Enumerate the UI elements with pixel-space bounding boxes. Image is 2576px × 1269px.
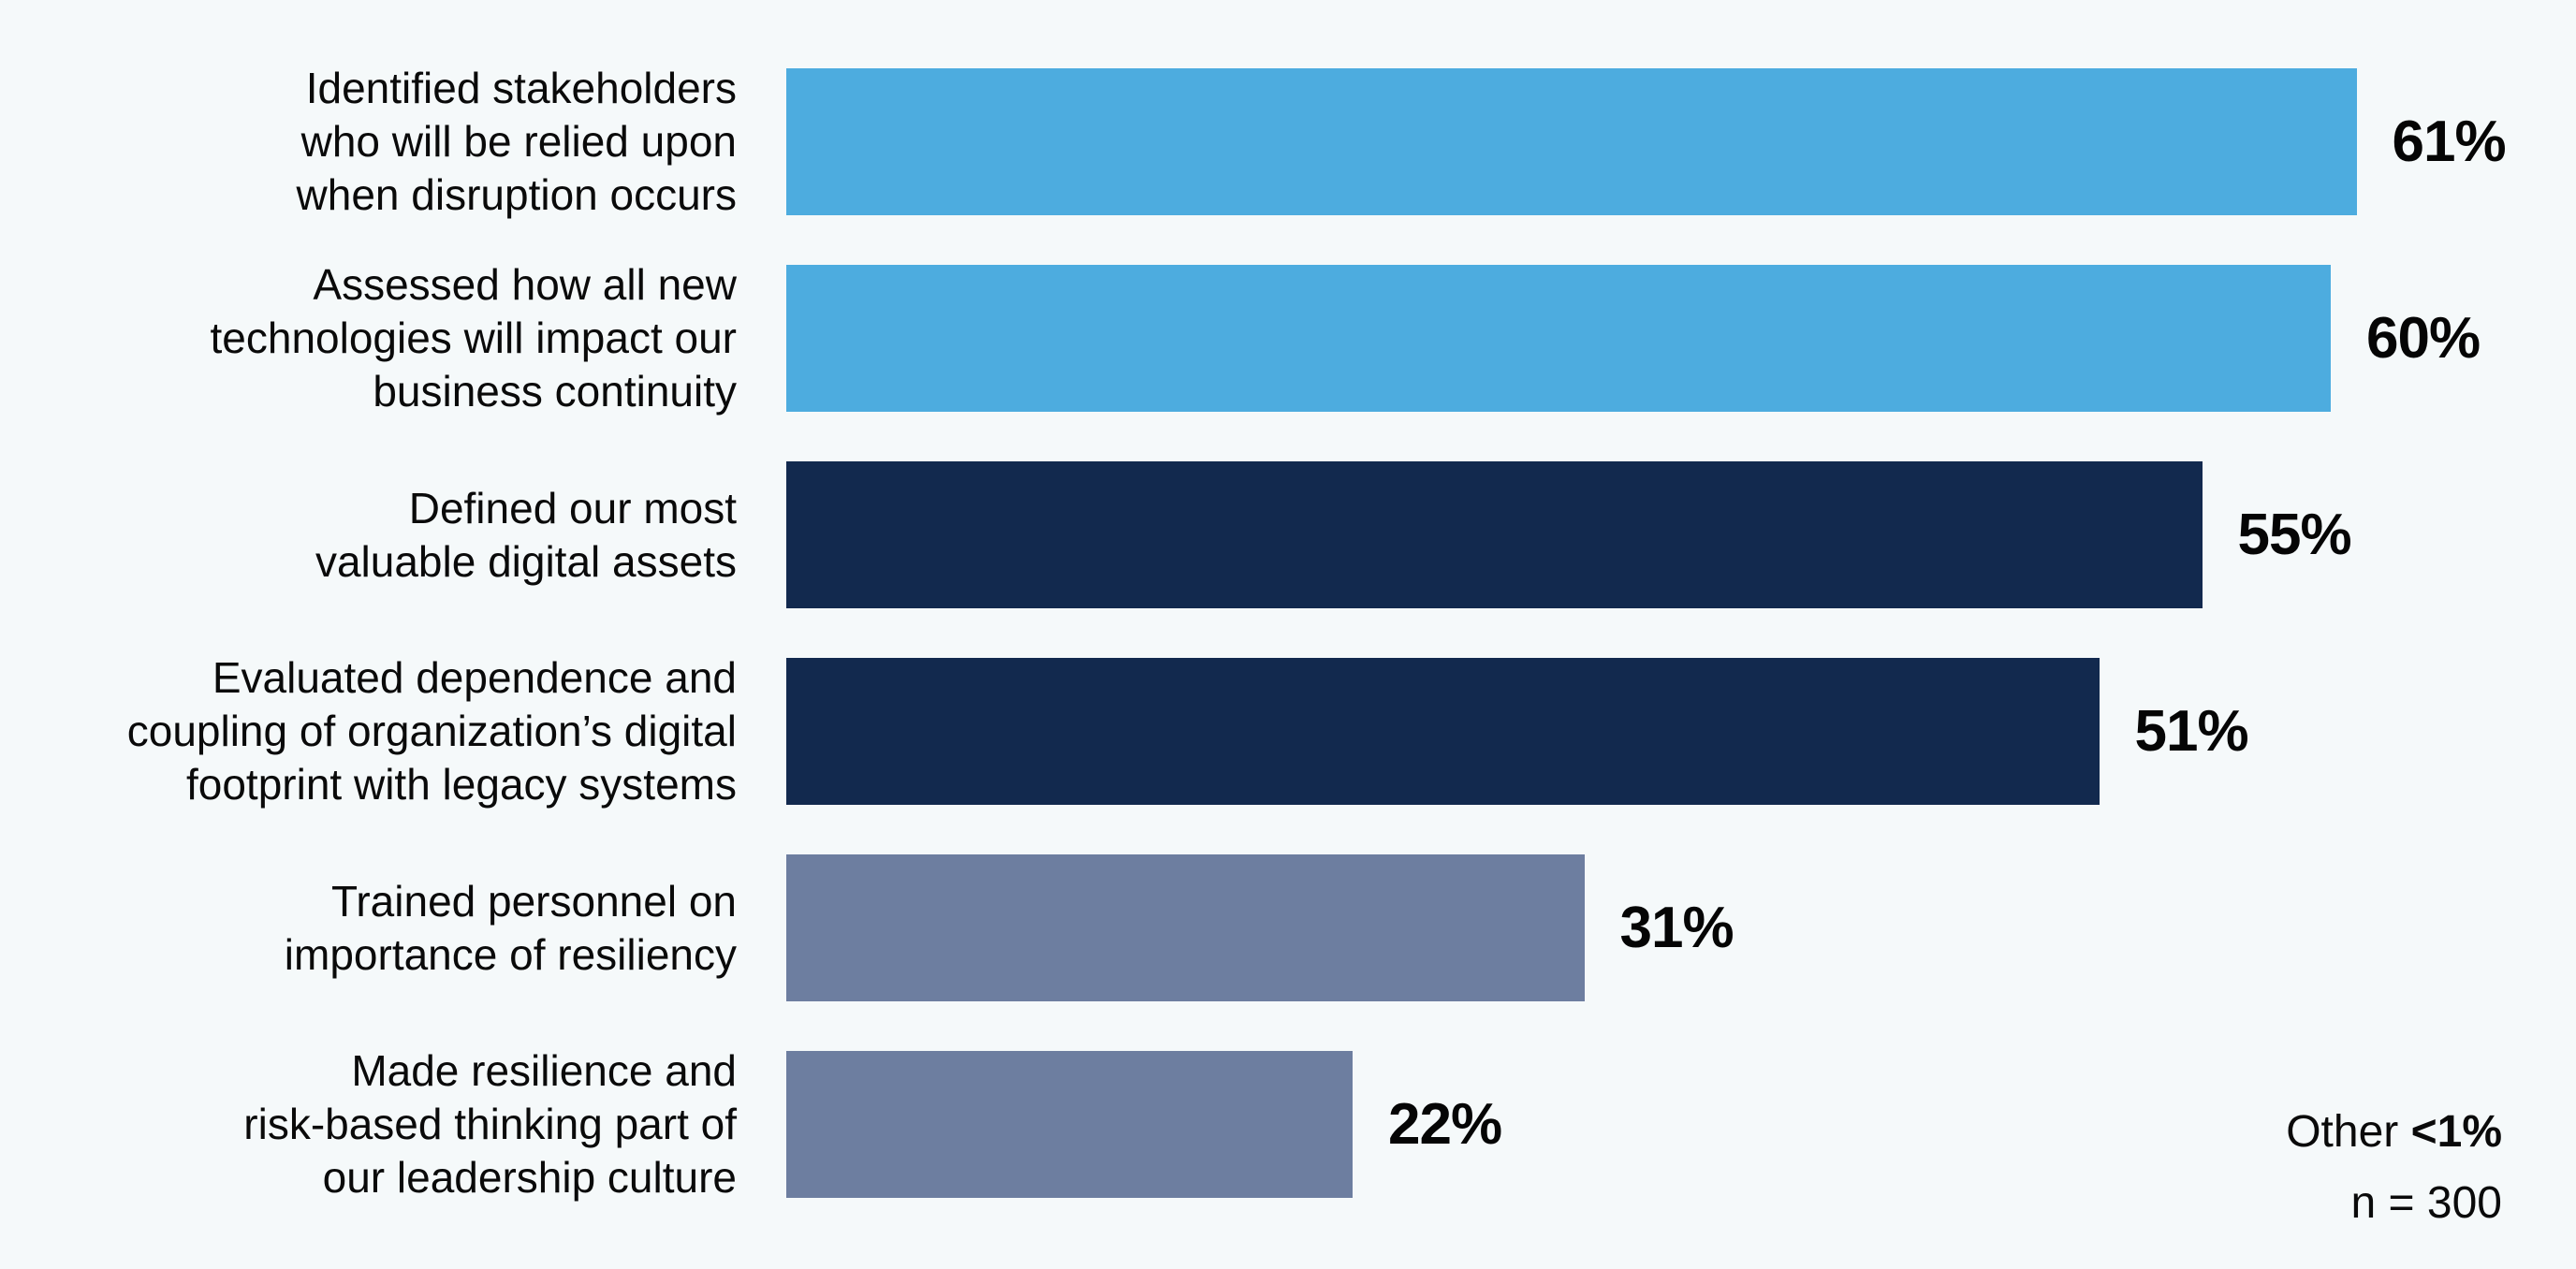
bar	[786, 461, 2203, 608]
category-label: Evaluated dependence and coupling of org…	[126, 653, 737, 809]
footnote-other: Other <1%	[2286, 1097, 2502, 1168]
value-label: 51%	[2134, 699, 2249, 764]
bar-track: 31%	[786, 854, 2576, 1001]
bar-row: Defined our most valuable digital assets…	[0, 461, 2576, 608]
value-label: 31%	[1619, 896, 1734, 960]
bar-track: 61%	[786, 68, 2576, 215]
bar-track: 55%	[786, 461, 2576, 608]
bar	[786, 68, 2357, 215]
bar-row: Identified stakeholders who will be reli…	[0, 64, 2576, 219]
footnote-other-value: <1%	[2410, 1107, 2502, 1157]
category-label: Assessed how all new technologies will i…	[210, 260, 738, 416]
value-label: 60%	[2366, 306, 2481, 371]
value-label: 55%	[2237, 503, 2352, 567]
value-label: 22%	[1388, 1092, 1502, 1157]
category-label: Identified stakeholders who will be reli…	[296, 64, 737, 219]
bar	[786, 265, 2331, 412]
bar-track: 60%	[786, 265, 2576, 412]
category-label: Defined our most valuable digital assets	[315, 483, 737, 586]
chart-footnote: Other <1% n = 300	[2286, 1097, 2502, 1239]
category-label: Made resilience and risk-based thinking …	[243, 1046, 737, 1202]
category-label: Trained personnel on importance of resil…	[284, 876, 737, 979]
bar	[786, 1051, 1353, 1198]
bar-row: Trained personnel on importance of resil…	[0, 854, 2576, 1001]
bar-row: Assessed how all new technologies will i…	[0, 260, 2576, 416]
bar	[786, 854, 1585, 1001]
bar-row: Evaluated dependence and coupling of org…	[0, 653, 2576, 809]
footnote-other-label: Other	[2286, 1107, 2411, 1157]
bar	[786, 658, 2100, 805]
bar-track: 51%	[786, 658, 2576, 805]
footnote-sample-size: n = 300	[2350, 1178, 2502, 1228]
bar-row: Made resilience and risk-based thinking …	[0, 1046, 2576, 1202]
bar-track: 22%	[786, 1051, 2576, 1198]
value-label: 61%	[2392, 109, 2507, 174]
